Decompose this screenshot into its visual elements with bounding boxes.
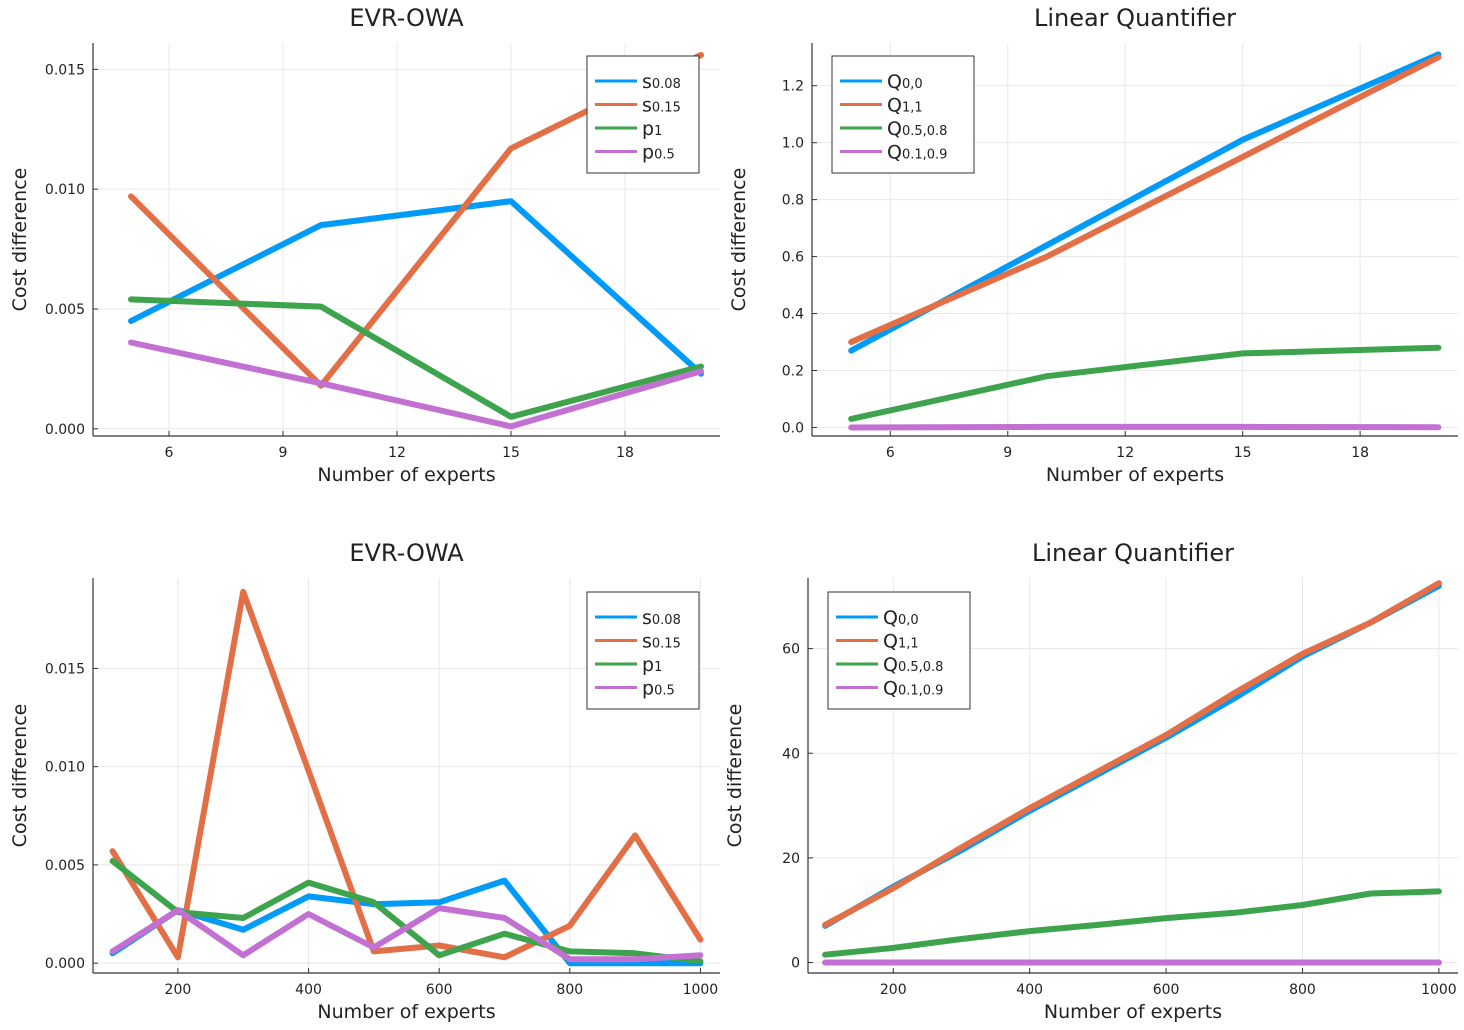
legend: Q0,0Q1,1Q0.5,0.8Q0.1,0.9 — [827, 591, 971, 710]
series-line-2 — [822, 580, 1442, 928]
x-tick-label: 1000 — [683, 982, 719, 998]
chart-title: EVR-OWA — [349, 4, 464, 32]
legend-entry: Q0.5,0.8 — [883, 654, 943, 676]
y-tick-label: 0.005 — [45, 302, 85, 318]
legend-entry: Q0.1,0.9 — [883, 678, 943, 700]
x-tick-label: 12 — [1116, 445, 1134, 461]
series-line-2 — [109, 588, 704, 961]
legend-entry: Q0,0 — [883, 607, 919, 629]
legend-entry: Q1,1 — [887, 95, 923, 117]
legend-box — [586, 55, 700, 174]
y-axis-label: Cost difference — [724, 704, 746, 848]
x-tick-label: 1000 — [1421, 982, 1457, 998]
x-tick-label: 200 — [880, 982, 907, 998]
y-tick-label: 0.005 — [45, 858, 85, 874]
x-tick-label: 600 — [1153, 982, 1180, 998]
y-tick-label: 1.2 — [782, 79, 804, 95]
y-tick-label: 40 — [782, 746, 800, 762]
x-axis-label: Number of experts — [1046, 464, 1224, 486]
x-tick-label: 15 — [1234, 445, 1252, 461]
x-tick-label: 6 — [886, 445, 895, 461]
legend-entry: s0.15 — [642, 631, 681, 653]
chart-title: Linear Quantifier — [1032, 539, 1234, 567]
y-tick-label: 0.015 — [45, 62, 85, 78]
y-tick-label: 0.0 — [782, 420, 804, 436]
y-axis-label: Cost difference — [9, 704, 31, 848]
x-tick-label: 800 — [1289, 982, 1316, 998]
y-tick-label: 0.010 — [45, 182, 85, 198]
legend-entry: p1 — [642, 118, 662, 140]
chart-panel-1: 6 9 12 15 18 0.000 0.005 0.010 0.015 EVR-OWA Numbe… — [9, 4, 720, 486]
series-line-1 — [109, 877, 704, 967]
x-tick-label: 15 — [502, 445, 520, 461]
series-line-1 — [128, 198, 704, 377]
series-line-3 — [128, 296, 704, 420]
legend-entry: s0.08 — [642, 71, 681, 93]
y-tick-label: 0.8 — [782, 193, 804, 209]
legend-entry: p0.5 — [642, 678, 675, 700]
x-tick-label: 6 — [165, 445, 174, 461]
x-tick-label: 200 — [165, 982, 192, 998]
y-tick-label: 20 — [782, 851, 800, 867]
y-axis-label: Cost difference — [728, 168, 750, 312]
legend-entry: Q0.5,0.8 — [887, 118, 947, 140]
x-axis-label: Number of experts — [317, 1001, 495, 1023]
series-line-4 — [128, 339, 704, 430]
x-tick-label: 800 — [556, 982, 583, 998]
legend-entry: s0.08 — [642, 607, 681, 629]
chart-panel-4: 200 400 600 800 1000 0 20 40 60 Linear Quantifier… — [724, 539, 1458, 1023]
x-tick-label: 400 — [1016, 982, 1043, 998]
chart-title: Linear Quantifier — [1034, 4, 1236, 32]
series-line-3 — [848, 344, 1442, 422]
y-tick-label: 0.6 — [782, 250, 804, 266]
series-line-4 — [848, 423, 1442, 431]
series-line-4 — [109, 905, 704, 963]
legend-entry: Q1,1 — [883, 631, 919, 653]
chart-title: EVR-OWA — [349, 539, 464, 567]
y-tick-label: 0.010 — [45, 760, 85, 776]
x-tick-label: 18 — [1351, 445, 1369, 461]
chart-panel-3: 200 400 600 800 1000 0.000 0.005 0.010 0.015 EVR-… — [9, 539, 720, 1023]
legend-entry: p0.5 — [642, 142, 675, 164]
y-tick-label: 0.015 — [45, 661, 85, 677]
legend-entry: Q0,0 — [887, 71, 923, 93]
legend-box — [827, 591, 971, 710]
x-tick-label: 18 — [616, 445, 634, 461]
y-tick-label: 0.2 — [782, 364, 804, 380]
series-line-2 — [848, 54, 1442, 345]
x-axis-label: Number of experts — [1044, 1001, 1222, 1023]
x-tick-label: 12 — [388, 445, 406, 461]
y-tick-label: 0.4 — [782, 307, 804, 323]
legend-box — [831, 55, 975, 174]
x-tick-label: 600 — [426, 982, 453, 998]
x-tick-label: 9 — [1003, 445, 1012, 461]
y-tick-label: 0 — [791, 956, 800, 972]
legend: Q0,0Q1,1Q0.5,0.8Q0.1,0.9 — [831, 55, 975, 174]
y-tick-label: 1.0 — [782, 136, 804, 152]
chart-panel-2: 6 9 12 15 18 0.0 0.2 0.4 0.6 0.8 1.0 1.2 Linear Quan… — [728, 4, 1458, 486]
legend-box — [586, 591, 700, 710]
y-tick-label: 0.000 — [45, 422, 85, 438]
legend-entry: s0.15 — [642, 95, 681, 117]
x-axis-label: Number of experts — [317, 464, 495, 486]
legend-entry: p1 — [642, 654, 662, 676]
y-axis-label: Cost difference — [9, 168, 31, 312]
series-line-3 — [822, 888, 1442, 958]
y-tick-label: 0.000 — [45, 956, 85, 972]
x-tick-label: 400 — [295, 982, 322, 998]
y-tick-label: 60 — [782, 642, 800, 658]
x-tick-label: 9 — [279, 445, 288, 461]
legend-entry: Q0.1,0.9 — [887, 142, 947, 164]
